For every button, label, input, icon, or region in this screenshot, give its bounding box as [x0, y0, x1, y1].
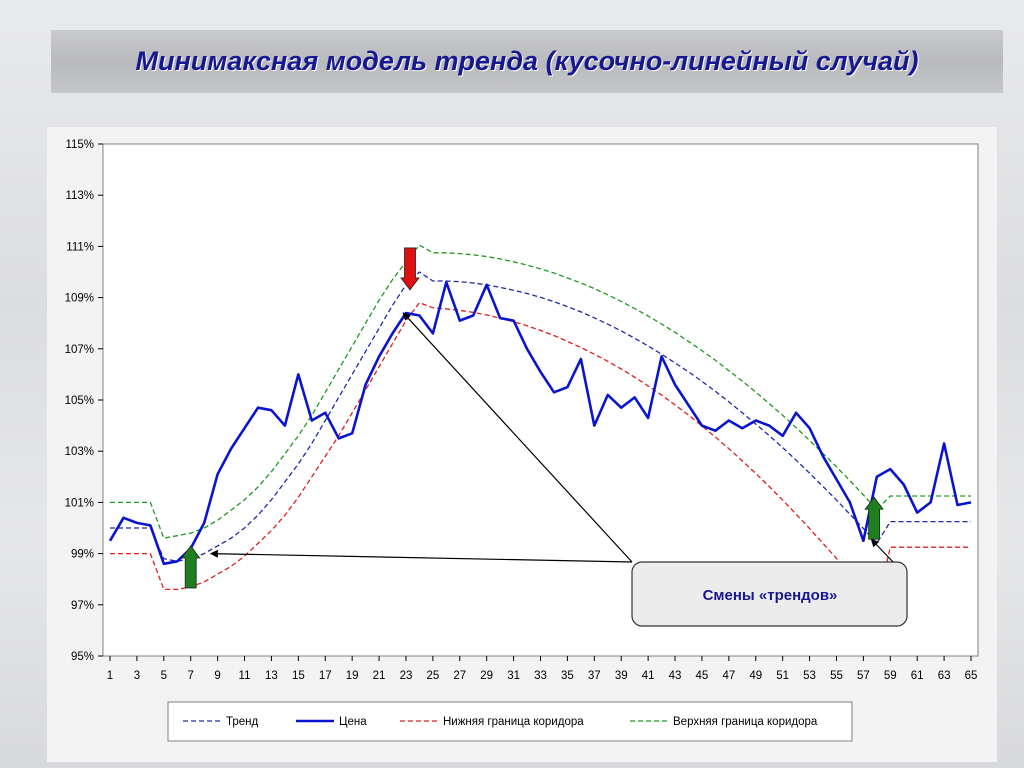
trend-up-arrow-icon	[864, 496, 884, 540]
y-tick-label: 111%	[66, 241, 94, 253]
trend-up-arrow-icon	[180, 545, 201, 589]
x-tick-label: 17	[319, 670, 332, 682]
x-tick-label: 49	[749, 670, 762, 682]
x-tick-label: 45	[696, 670, 709, 682]
x-tick-label: 61	[911, 670, 924, 682]
series-line-1	[110, 271, 971, 562]
callout-box: Смены «трендов»	[631, 561, 908, 627]
x-tick-label: 35	[561, 670, 574, 682]
y-tick-label: 115%	[65, 139, 94, 151]
series-line-2	[108, 280, 972, 566]
slide-title: Минимаксная модель тренда (кусочно-линей…	[135, 46, 919, 76]
x-tick-label: 21	[373, 670, 386, 682]
y-tick-label: 109%	[65, 293, 94, 305]
callout-pointer	[209, 549, 633, 563]
x-tick-label: 37	[588, 670, 601, 682]
x-tick-label: 3	[134, 670, 140, 682]
x-tick-label: 23	[400, 670, 413, 682]
x-tick-label: 65	[965, 670, 978, 682]
x-tick-label: 53	[803, 670, 816, 682]
trend-change-markers	[180, 247, 884, 589]
callout-pointers	[209, 312, 896, 565]
x-tick-label: 13	[265, 670, 278, 682]
y-tick-label: 101%	[65, 497, 94, 509]
x-tick-label: 33	[534, 670, 547, 682]
y-tick-label: 97%	[71, 600, 94, 612]
title-bar: Минимаксная модель тренда (кусочно-линей…	[51, 30, 1003, 93]
x-tick-label: 31	[507, 670, 520, 682]
x-tick-label: 11	[239, 670, 251, 682]
y-tick-label: 113%	[65, 190, 94, 202]
y-tick-label: 107%	[65, 344, 94, 356]
x-tick-label: 51	[776, 670, 789, 682]
y-tick-label: 95%	[71, 651, 94, 663]
series-line-3	[110, 302, 971, 608]
legend-label: Верхняя граница коридора	[673, 716, 818, 728]
x-tick-label: 1	[107, 670, 113, 682]
y-tick-label: 103%	[65, 446, 94, 458]
x-tick-label: 43	[669, 670, 682, 682]
x-tick-label: 27	[453, 670, 466, 682]
x-tick-label: 5	[161, 670, 167, 682]
legend-label: Нижняя граница коридора	[443, 716, 584, 728]
x-tick-label: 57	[857, 670, 870, 682]
x-tick-label: 7	[188, 670, 194, 682]
x-tick-label: 9	[214, 670, 220, 682]
x-tick-label: 47	[722, 670, 735, 682]
x-tick-label: 39	[615, 670, 628, 682]
series-line-4	[110, 244, 971, 539]
x-tick-label: 25	[426, 670, 439, 682]
axes: 95%97%99%101%103%105%107%109%111%113%115…	[65, 139, 978, 682]
x-tick-label: 29	[480, 670, 493, 682]
x-tick-label: 59	[884, 670, 897, 682]
y-tick-label: 99%	[71, 549, 94, 561]
x-tick-label: 41	[642, 670, 655, 682]
x-tick-label: 63	[938, 670, 951, 682]
x-tick-label: 55	[830, 670, 843, 682]
legend: Тренд Цена Нижняя граница коридора Верхняя …	[167, 701, 853, 742]
trend-down-arrow-icon	[400, 247, 420, 291]
x-tick-label: 19	[346, 670, 359, 682]
callout-label: Смены «трендов»	[703, 587, 838, 604]
y-tick-label: 105%	[65, 395, 94, 407]
series-layer	[108, 244, 972, 608]
legend-label: Цена	[339, 716, 367, 728]
legend-label: Тренд	[226, 716, 259, 728]
callout-pointer	[402, 312, 633, 563]
x-tick-label: 15	[292, 670, 305, 682]
callout-pointer	[870, 538, 896, 565]
